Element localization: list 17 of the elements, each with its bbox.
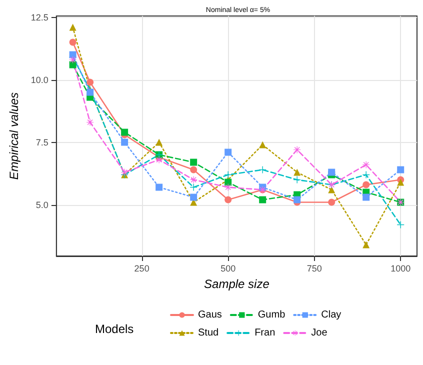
y-tick-label: 10.0 [30,74,48,85]
x-tick-label: 500 [220,264,236,274]
x-tick-label: 250 [134,264,150,274]
x-tick-label: 1000 [390,264,411,274]
legend-label: Gaus [198,310,222,320]
y-tick-label: 12.5 [30,12,48,22]
legend-label: Clay [321,310,342,320]
y-axis-title: Empirical values [7,92,21,180]
legend-label: Stud [198,328,219,338]
y-tick-label: 7.5 [36,137,48,148]
legend-label: Gumb [258,310,286,320]
legend-label: Fran [254,328,276,338]
legend-title: Models [95,322,134,336]
x-axis-title: Sample size [204,276,270,291]
legend-label: Joe [311,328,328,338]
x-tick-label: 750 [306,264,322,274]
y-tick-label: 5.0 [36,200,48,210]
